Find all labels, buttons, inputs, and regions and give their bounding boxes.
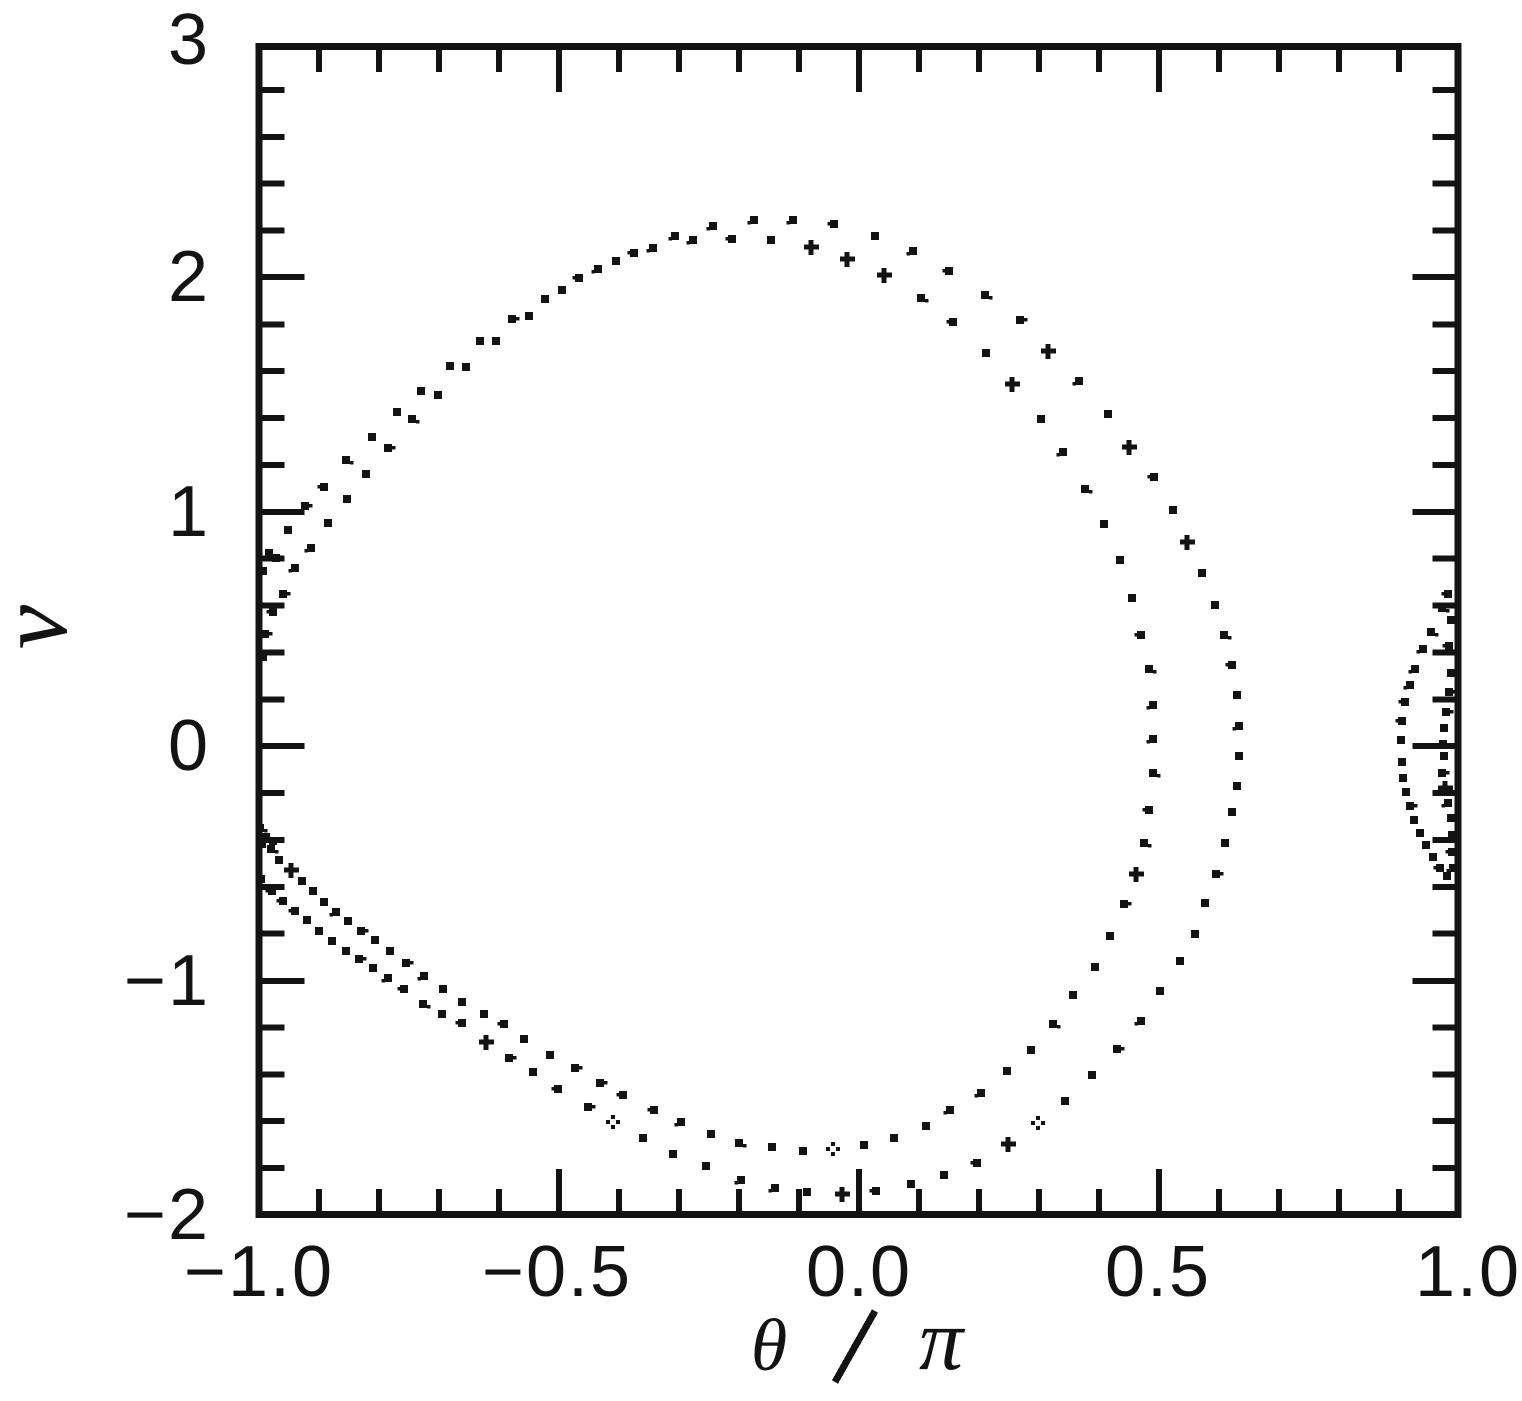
svg-text:1.0: 1.0 xyxy=(1415,1232,1521,1312)
svg-text:0.5: 0.5 xyxy=(1105,1232,1211,1312)
svg-text:v: v xyxy=(0,604,88,649)
svg-text:2: 2 xyxy=(168,237,210,317)
svg-text:−1: −1 xyxy=(124,941,210,1021)
svg-text:−2: −2 xyxy=(124,1175,210,1255)
svg-text:−1.0: −1.0 xyxy=(184,1232,334,1312)
svg-text:π: π xyxy=(919,1292,966,1389)
svg-text:0.0: 0.0 xyxy=(806,1232,912,1312)
svg-text:θ: θ xyxy=(751,1305,787,1387)
svg-text:−0.5: −0.5 xyxy=(482,1232,632,1312)
svg-text:0: 0 xyxy=(168,706,210,786)
svg-text:3: 3 xyxy=(168,0,210,80)
svg-text:1: 1 xyxy=(168,472,210,552)
